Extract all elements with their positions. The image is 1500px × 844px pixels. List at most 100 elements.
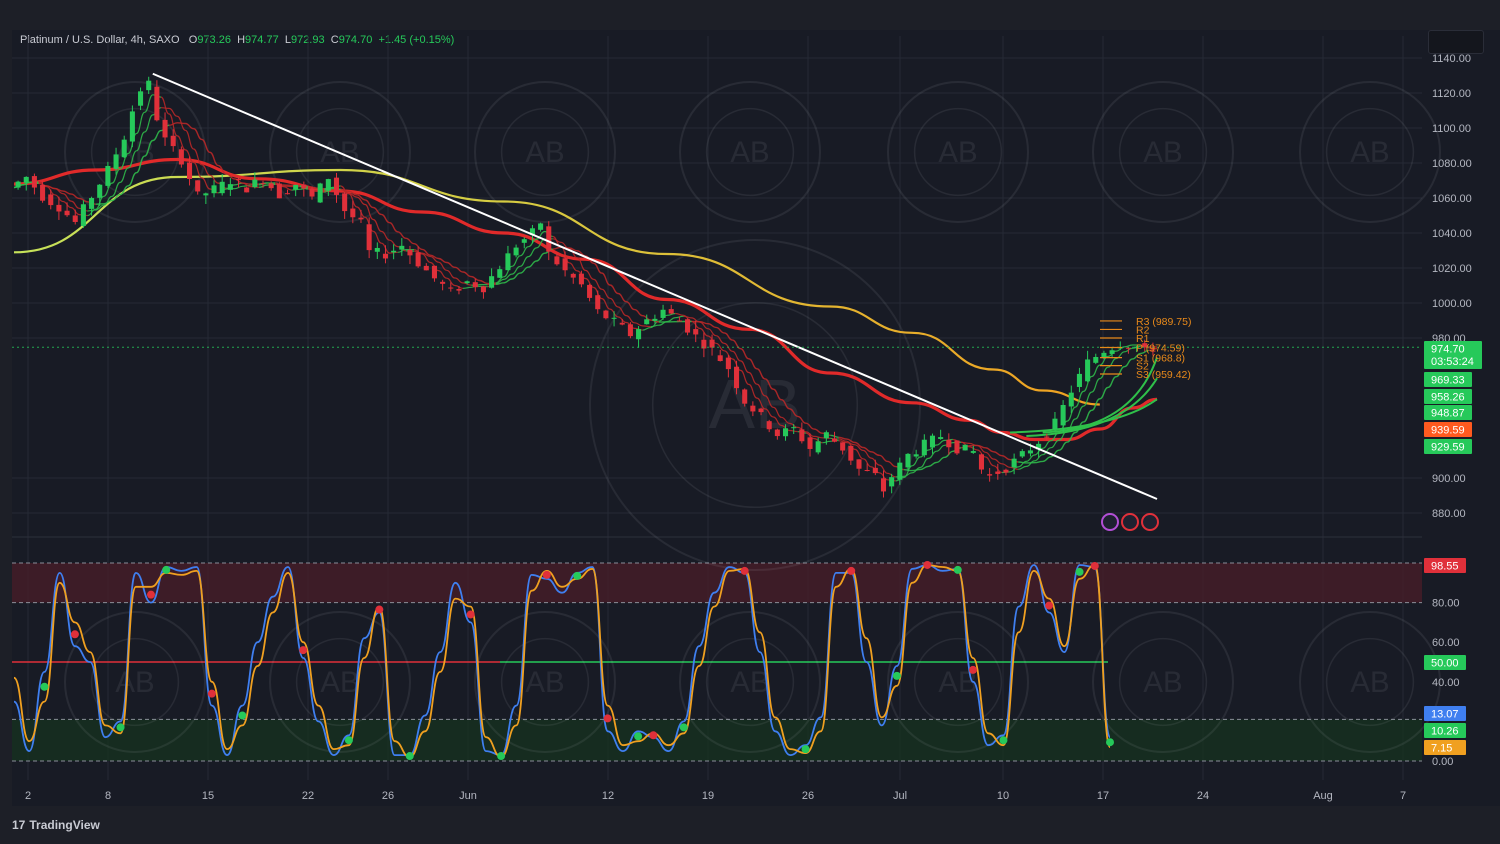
candle-body	[946, 439, 952, 448]
price-tick-label: 1140.00	[1432, 53, 1471, 65]
time-tick-label: Aug	[1313, 790, 1333, 802]
cross-up-dot	[892, 671, 901, 680]
pivot-label: P (974.59)	[1136, 342, 1185, 354]
candle-body	[1085, 359, 1091, 382]
stoch-badge-value: 50.00	[1431, 658, 1459, 670]
candle-body	[595, 295, 601, 310]
candle-body	[480, 286, 486, 293]
stoch-badge	[1424, 723, 1466, 738]
cross-up-dot	[344, 736, 353, 745]
candle-body	[758, 408, 764, 413]
cross-down-dot	[603, 714, 612, 723]
oversold-zone	[12, 719, 1422, 761]
stoch-badge-value: 10.26	[1431, 726, 1459, 738]
candle-body	[1125, 347, 1131, 349]
candle-body	[636, 329, 642, 340]
candle-body	[554, 256, 560, 265]
stoch-badge	[1424, 706, 1466, 721]
time-tick-label: 10	[997, 790, 1009, 802]
candle-body	[750, 405, 756, 412]
ema-ribbon-line	[1018, 345, 1141, 470]
candle-body	[431, 265, 437, 279]
candle-body	[782, 428, 789, 437]
ema-ribbon-line	[903, 447, 962, 472]
candle-body	[260, 183, 266, 185]
candle-body	[391, 250, 397, 253]
candle-body	[195, 180, 201, 192]
stoch-badge	[1424, 558, 1466, 573]
watermark-ring-icon	[269, 611, 411, 753]
candle-body	[856, 459, 862, 469]
price-tick-label: 1060.00	[1432, 193, 1472, 205]
high-label: H	[237, 34, 246, 46]
candle-body	[1052, 418, 1058, 430]
us-flag-event-icon[interactable]	[1121, 513, 1139, 531]
candle-body	[831, 438, 838, 442]
tradingview-mark-icon: 17	[12, 818, 26, 832]
cross-down-dot	[299, 646, 308, 655]
price-badge-countdown: 03:53:24	[1431, 356, 1474, 368]
price-badge	[1424, 341, 1482, 369]
chart-area[interactable]	[12, 30, 1424, 806]
cross-up-dot	[238, 711, 247, 720]
time-tick-label: 7	[1400, 790, 1406, 802]
ema-ribbon-line	[552, 238, 651, 328]
cross-down-dot	[70, 630, 79, 639]
candle-body	[668, 309, 674, 314]
chart-settings-box[interactable]	[1428, 30, 1484, 54]
watermark-inner-ring-icon	[1118, 107, 1208, 197]
watermark-ring-icon	[589, 239, 921, 571]
candle-body	[1076, 373, 1082, 387]
candle-body	[513, 247, 519, 256]
candle-body	[252, 179, 258, 188]
ema-ribbon-line	[495, 230, 553, 284]
candle-body	[146, 80, 152, 91]
stoch-tick-label: 80.00	[1432, 598, 1460, 610]
ema-ribbon-line	[642, 312, 676, 331]
cross-down-dot	[923, 560, 932, 569]
ema-ribbon-line	[38, 181, 88, 217]
stoch-tick-label: 40.00	[1432, 677, 1460, 689]
candle-body	[162, 119, 168, 138]
stoch-badge-value: 7.15	[1431, 743, 1452, 755]
candle-body	[309, 188, 315, 197]
cross-up-dot	[953, 565, 962, 574]
candle-body	[366, 224, 372, 251]
watermark-monogram-icon: AB	[730, 136, 769, 169]
candle-body	[284, 193, 291, 195]
watermark-ring-icon	[679, 611, 821, 753]
watermark-inner-ring-icon	[1118, 637, 1208, 727]
candle-body	[138, 91, 144, 106]
price-tick-label: 1120.00	[1432, 88, 1471, 100]
candle-body	[611, 317, 617, 319]
cross-down-dot	[542, 570, 551, 579]
candle-body	[464, 281, 470, 284]
candle-body	[913, 454, 919, 457]
candle-body	[448, 287, 454, 289]
tradingview-logo[interactable]: 17 TradingView	[12, 818, 100, 832]
candle-body	[1101, 352, 1107, 358]
candle-body	[538, 223, 544, 230]
price-badge-value: 948.87	[1431, 408, 1465, 420]
stoch-badge	[1424, 655, 1466, 670]
candle-body	[774, 429, 780, 437]
time-tick-label: 15	[202, 790, 214, 802]
candle-body	[929, 435, 936, 448]
candle-body	[301, 184, 307, 189]
watermark-ring-icon	[269, 81, 411, 223]
symbol-title: Platinum / U.S. Dollar, 4h, SAXO	[20, 34, 180, 46]
stoch-tick-label: 60.00	[1432, 637, 1460, 649]
us-flag-event-icon[interactable]	[1141, 513, 1159, 531]
price-badge	[1424, 405, 1472, 420]
candle-body	[489, 276, 495, 288]
candle-body	[40, 184, 46, 201]
lightning-event-icon[interactable]	[1101, 513, 1119, 531]
candle-body	[56, 204, 62, 212]
cross-up-dot	[40, 682, 49, 691]
candle-body	[113, 154, 119, 169]
long-ma-line	[13, 168, 1100, 406]
cross-up-dot	[497, 752, 506, 761]
candle-body	[154, 86, 160, 121]
candle-body	[203, 193, 209, 196]
watermark-ring-icon	[64, 81, 206, 223]
